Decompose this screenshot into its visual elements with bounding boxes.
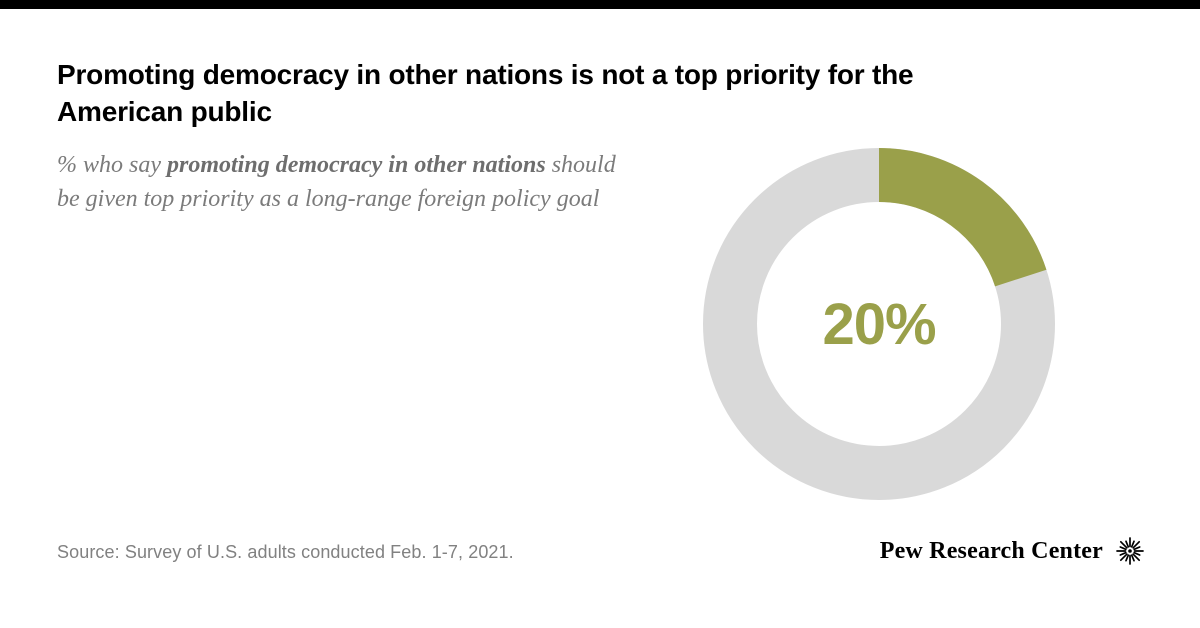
top-accent-bar (0, 0, 1200, 9)
donut-center-label: 20% (822, 291, 936, 357)
subtitle-emphasis: promoting democracy in other nations (167, 152, 546, 178)
pew-logo-rays (1116, 537, 1144, 565)
donut-segment-accent (703, 148, 1055, 500)
subtitle-prefix: % who say (57, 152, 167, 178)
chart-title: Promoting democracy in other nations is … (57, 59, 914, 127)
brand-footer: Pew Research Center (880, 536, 1145, 566)
subtitle-suffix: should be given top priority as a long-r… (57, 152, 616, 212)
donut-chart: 20% (703, 148, 1055, 500)
chart-subtitle: % who say promoting democracy in other n… (57, 148, 632, 216)
donut-svg (703, 148, 1055, 500)
brand-wordmark: Pew Research Center (879, 537, 1103, 564)
pew-logo-icon (1116, 537, 1144, 565)
source-note: Source: Survey of U.S. adults conducted … (57, 542, 514, 562)
